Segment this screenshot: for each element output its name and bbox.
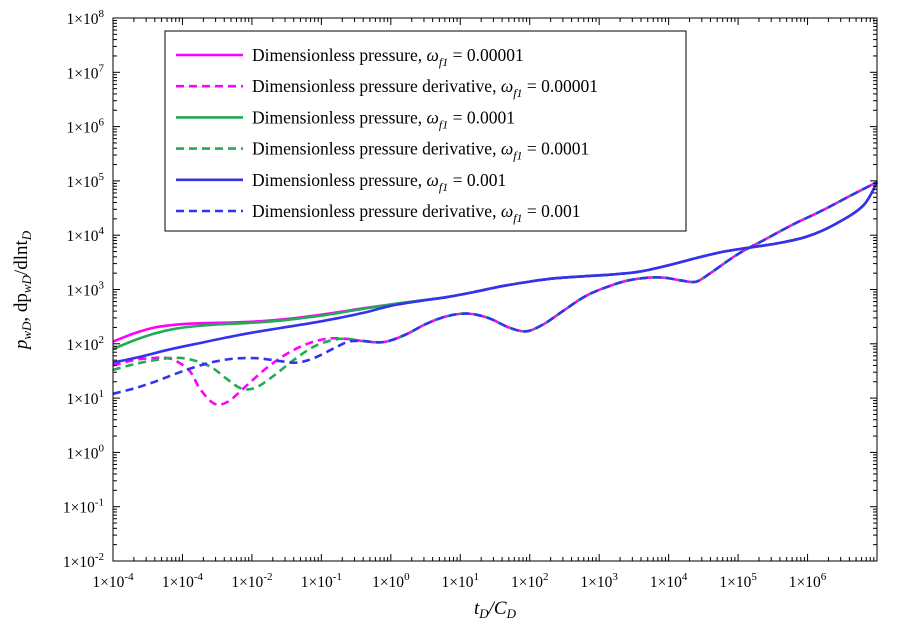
y-tick-label: 1×10-1 <box>63 497 104 517</box>
x-tick-label: 1×101 <box>442 571 480 591</box>
curves-layer <box>112 180 879 406</box>
y-tick-label: 1×108 <box>67 8 105 28</box>
ticks-layer <box>112 17 878 562</box>
x-tick-label: 1×106 <box>789 571 827 591</box>
y-tick-labels: 1×10-2 1×10-1 1×100 1×101 1×102 1×103 1×104 1×1… <box>63 8 105 571</box>
x-tick-labels: 1×10-4 1×10-4 1×10-2 1×10-1 1×100 1×101 1×102 1… <box>92 571 826 591</box>
x-tick-label: 1×103 <box>580 571 618 591</box>
legend-label-6: Dimensionless pressure derivative, ωf1 =… <box>252 201 581 225</box>
y-tick-label: 1×103 <box>67 280 105 300</box>
series-line-5 <box>112 181 879 364</box>
x-tick-label: 1×100 <box>372 571 410 591</box>
legend: Dimensionless pressure, ωf1 = 0.00001 Dim… <box>164 30 687 232</box>
y-tick-label: 1×102 <box>67 334 105 354</box>
y-axis-label: pwD, dpwD/dlntD <box>11 230 34 351</box>
y-tick-label: 1×10-2 <box>63 551 104 571</box>
series-line-6 <box>112 180 878 396</box>
x-tick-label: 1×104 <box>650 571 688 591</box>
x-tick-label: 1×10-1 <box>301 571 342 591</box>
legend-label-3: Dimensionless pressure, ωf1 = 0.0001 <box>252 107 515 131</box>
y-tick-label: 1×105 <box>67 171 105 191</box>
y-tick-label: 1×104 <box>67 225 105 245</box>
x-tick-label: 1×105 <box>719 571 757 591</box>
x-tick-label: 1×10-4 <box>162 571 204 591</box>
x-tick-label: 1×102 <box>511 571 549 591</box>
legend-label-5: Dimensionless pressure, ωf1 = 0.001 <box>252 170 506 194</box>
legend-label-2: Dimensionless pressure derivative, ωf1 =… <box>252 76 598 100</box>
legend-label-1: Dimensionless pressure, ωf1 = 0.00001 <box>252 45 524 69</box>
legend-items: Dimensionless pressure, ωf1 = 0.00001 Dim… <box>176 45 598 225</box>
x-tick-label: 1×10-2 <box>231 571 272 591</box>
y-tick-label: 1×107 <box>67 62 105 82</box>
y-tick-label: 1×106 <box>67 117 105 137</box>
legend-label-4: Dimensionless pressure derivative, ωf1 =… <box>252 139 589 163</box>
y-tick-label: 1×101 <box>67 388 105 408</box>
y-tick-label: 1×100 <box>67 442 105 462</box>
x-axis-label: tD/CD <box>474 598 517 621</box>
legend-box <box>164 30 687 232</box>
x-tick-label: 1×10-4 <box>92 571 134 591</box>
